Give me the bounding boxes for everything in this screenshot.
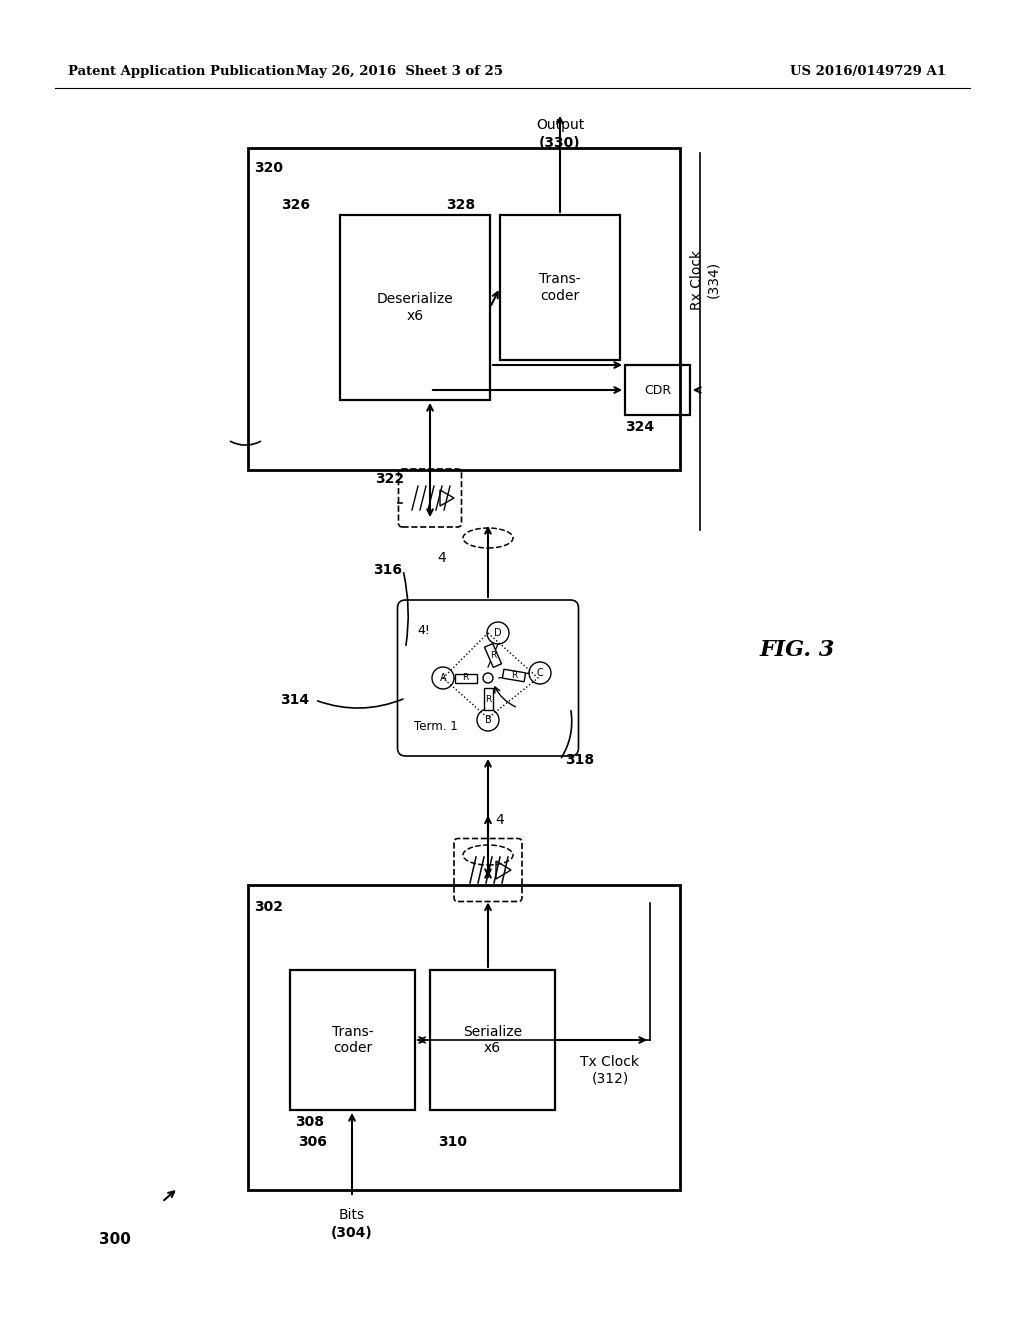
Text: R: R [463,673,469,682]
Text: 326: 326 [281,198,310,213]
FancyBboxPatch shape [455,673,476,682]
Text: R: R [485,694,492,704]
Text: R: R [489,651,496,660]
Bar [430,970,555,1110]
Bar [625,366,690,414]
Text: Trans-
coder: Trans- coder [332,1024,374,1055]
Text: D: D [495,628,502,638]
Text: Bits: Bits [339,1208,366,1222]
Bar [290,970,415,1110]
Text: R: R [511,671,517,680]
Text: Term. 1: Term. 1 [414,719,458,733]
Text: May 26, 2016  Sheet 3 of 25: May 26, 2016 Sheet 3 of 25 [297,66,504,78]
Text: 320: 320 [254,161,283,176]
Bar [248,148,680,470]
FancyBboxPatch shape [484,644,502,668]
Text: C: C [537,668,544,678]
Bar [248,884,680,1191]
Text: 324: 324 [626,420,654,434]
Text: 4: 4 [495,813,504,828]
Circle shape [483,673,493,682]
Bar [340,215,490,400]
Text: 314: 314 [281,693,309,708]
Text: Rx Clock
(334): Rx Clock (334) [690,249,720,310]
Text: (330): (330) [540,136,581,150]
Text: 322: 322 [376,473,404,486]
Text: 306: 306 [298,1135,327,1148]
Text: Output: Output [536,117,584,132]
Bar [500,215,620,360]
Text: US 2016/0149729 A1: US 2016/0149729 A1 [790,66,946,78]
Text: 328: 328 [445,198,475,213]
Text: 4!: 4! [418,623,430,636]
Text: Deserialize
x6: Deserialize x6 [377,293,454,322]
Text: Tx Clock
(312): Tx Clock (312) [581,1055,640,1085]
Text: CDR: CDR [644,384,671,396]
Text: FIG. 3: FIG. 3 [760,639,836,661]
Text: 318: 318 [565,752,594,767]
Text: (304): (304) [331,1226,373,1239]
Text: 302: 302 [254,900,283,913]
Text: B: B [484,715,492,725]
Text: 308: 308 [295,1115,324,1129]
Text: A: A [439,673,446,682]
FancyBboxPatch shape [503,669,525,681]
Text: 310: 310 [438,1135,467,1148]
Text: 300: 300 [99,1233,131,1247]
FancyBboxPatch shape [483,688,493,710]
Text: 316: 316 [374,564,402,577]
Text: Serialize
x6: Serialize x6 [463,1024,522,1055]
Text: 4: 4 [437,550,445,565]
Text: Patent Application Publication: Patent Application Publication [68,66,295,78]
Text: Trans-
coder: Trans- coder [540,272,581,302]
